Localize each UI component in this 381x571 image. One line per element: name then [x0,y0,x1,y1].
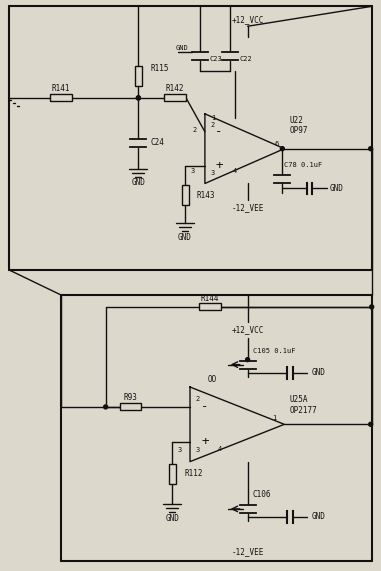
Circle shape [136,96,140,100]
Circle shape [280,147,284,151]
Text: C106: C106 [253,490,271,500]
Text: R141: R141 [52,85,70,94]
Text: R144: R144 [201,295,219,303]
Bar [164,94,186,102]
Text: 3: 3 [178,447,182,453]
Text: U22: U22 [289,116,303,125]
Text: 3: 3 [196,447,200,453]
Text: +: + [201,435,209,448]
Text: GND: GND [178,233,192,242]
Text: -12_VEE: -12_VEE [231,203,264,212]
Text: R142: R142 [166,85,184,94]
Text: GND: GND [175,45,188,51]
Bar [50,94,72,102]
Text: 4: 4 [232,167,237,174]
Text: -: - [201,400,209,413]
Text: +: + [215,159,223,172]
Text: C22: C22 [240,56,252,62]
Circle shape [104,405,107,409]
Text: 1: 1 [272,415,277,421]
Text: C24: C24 [150,138,164,147]
Text: GND: GND [312,512,326,521]
Text: GND: GND [165,514,179,523]
Text: 2: 2 [193,127,197,133]
Circle shape [369,147,373,151]
Text: +12_VCC: +12_VCC [231,325,264,334]
Text: -12_VEE: -12_VEE [231,547,264,556]
Text: C23: C23 [210,56,223,62]
Text: 3: 3 [191,167,195,174]
Text: C78 0.1uF: C78 0.1uF [284,162,323,168]
Bar [182,186,189,206]
Circle shape [136,96,140,100]
Circle shape [246,357,250,361]
Text: GND: GND [330,184,344,193]
Text: 1: 1 [211,115,215,121]
Text: GND: GND [131,178,145,187]
Text: C105 0.1uF: C105 0.1uF [253,348,295,353]
Bar [199,303,221,311]
Circle shape [369,423,373,427]
Text: U25A: U25A [289,395,308,404]
Text: GND: GND [312,368,326,377]
Text: OP97: OP97 [289,126,308,135]
Text: 2: 2 [196,396,200,402]
Text: 4: 4 [218,446,222,452]
Text: 3: 3 [211,170,215,175]
Text: +12_VCC: +12_VCC [231,15,264,24]
Bar [135,66,142,86]
Text: OP2177: OP2177 [289,406,317,415]
Text: OO: OO [207,375,216,384]
Circle shape [370,305,374,309]
Text: R115: R115 [150,63,169,73]
Text: R112: R112 [184,469,203,478]
Bar [169,464,176,484]
Text: 2: 2 [211,122,215,128]
Text: R143: R143 [197,191,215,200]
Bar [120,404,141,411]
Text: R93: R93 [123,393,138,403]
Text: -: - [215,125,223,138]
Text: 6: 6 [274,140,279,147]
